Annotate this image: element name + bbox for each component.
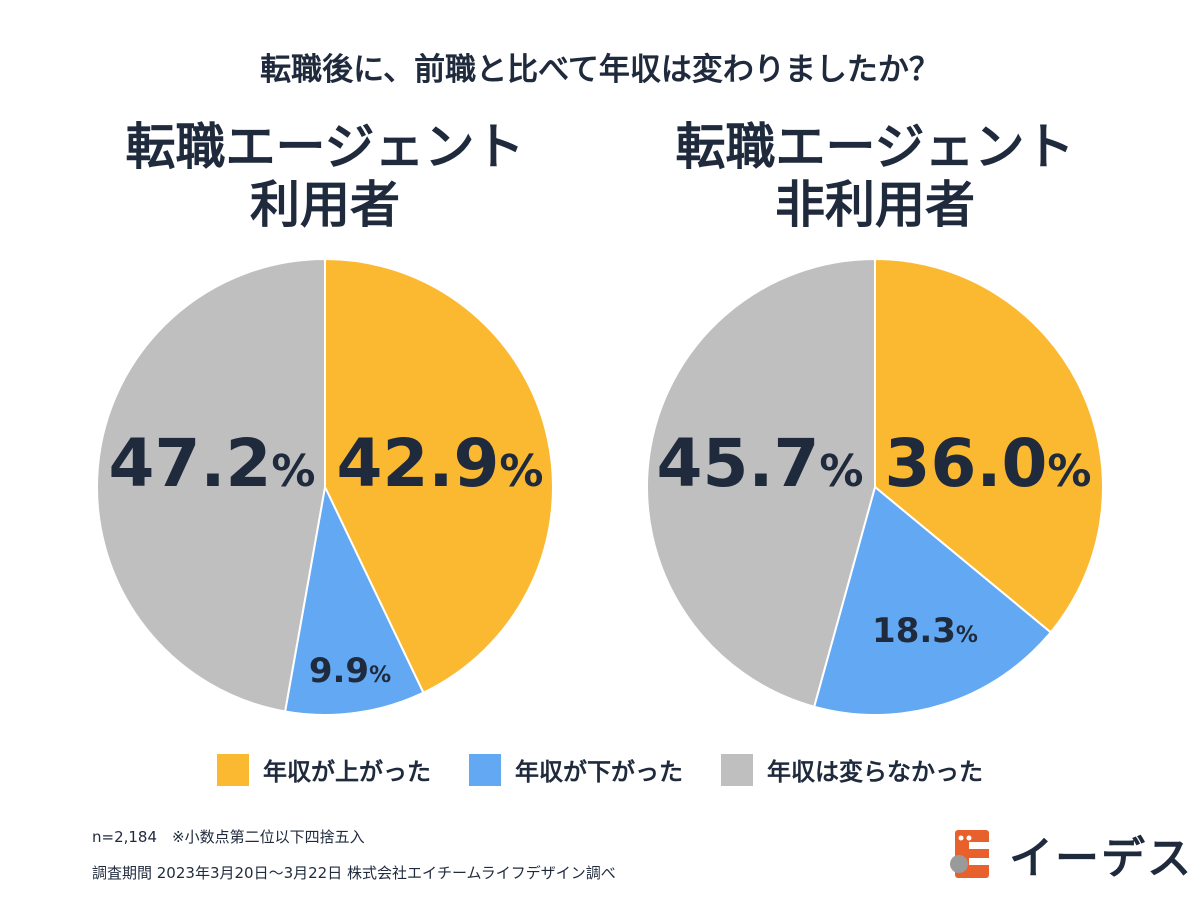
logo-mark-icon bbox=[950, 830, 989, 878]
pie1-slice-same bbox=[96, 257, 326, 713]
legend-label-same: 年収は変らなかった bbox=[767, 758, 983, 786]
legend-item-up: 年収が上がった bbox=[217, 752, 431, 787]
legend-swatch-down bbox=[469, 753, 501, 786]
brand-logo: イーデス bbox=[945, 824, 1193, 884]
pie2-label-up: 36.0% bbox=[885, 425, 1092, 502]
pie2-slice-down bbox=[812, 485, 1053, 716]
legend-swatch-same bbox=[721, 753, 753, 786]
legend-item-down: 年収が下がった bbox=[469, 752, 683, 787]
legend-swatch-up bbox=[217, 753, 249, 786]
right-chart-title: 転職エージェント 非利用者 bbox=[645, 118, 1105, 234]
left-chart-title-line1: 転職エージェント bbox=[125, 118, 525, 176]
chart-question-title: 転職後に、前職と比べて年収は変わりましたか？ bbox=[260, 52, 940, 88]
logo-text: イーデス bbox=[1009, 833, 1193, 884]
pie1-label-same: 47.2% bbox=[109, 425, 316, 502]
pie2-label-same: 45.7% bbox=[657, 425, 864, 502]
legend-item-same: 年収は変らなかった bbox=[721, 752, 983, 787]
survey-period-note: 調査期間 2023年3月20日〜3月22日 株式会社エイチームライフデザイン調べ bbox=[92, 864, 616, 882]
legend-label-down: 年収が下がった bbox=[515, 758, 683, 786]
pie2-label-down: 18.3% bbox=[872, 611, 978, 651]
pie1-label-down: 9.9% bbox=[309, 651, 391, 691]
legend-label-up: 年収が上がった bbox=[263, 758, 431, 786]
right-chart-title-line1: 転職エージェント bbox=[675, 118, 1075, 176]
sample-note: n=2,184 ※小数点第二位以下四捨五入 bbox=[92, 828, 365, 846]
left-chart-title: 転職エージェント 利用者 bbox=[95, 118, 555, 234]
pie1-slice-down bbox=[283, 483, 425, 716]
pie2-slice-same bbox=[646, 257, 876, 708]
pie1-label-up: 42.9% bbox=[337, 425, 544, 502]
pie2-slice-up bbox=[874, 257, 1104, 634]
legend: 年収が上がった 年収が下がった 年収は変らなかった bbox=[0, 752, 1200, 787]
right-chart-title-line2: 非利用者 bbox=[775, 176, 975, 234]
pie1-slice-up bbox=[324, 257, 554, 695]
left-chart-title-line2: 利用者 bbox=[250, 176, 400, 234]
